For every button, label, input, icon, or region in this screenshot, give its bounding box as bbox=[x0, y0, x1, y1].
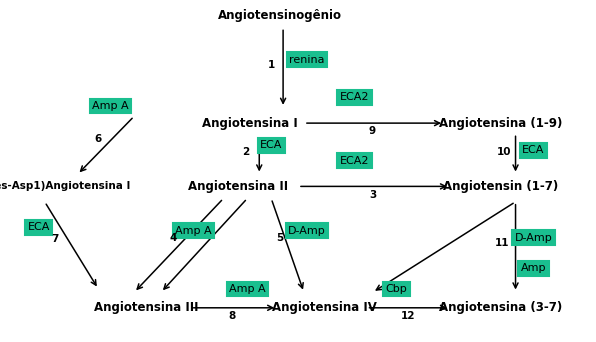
Text: Angiotensina (3-7): Angiotensina (3-7) bbox=[439, 301, 562, 314]
Text: ECA: ECA bbox=[27, 222, 50, 233]
Text: ECA: ECA bbox=[260, 140, 283, 150]
Text: Angiotensina I: Angiotensina I bbox=[203, 117, 298, 130]
Text: 7: 7 bbox=[52, 234, 59, 245]
Text: ECA2: ECA2 bbox=[340, 156, 370, 166]
Text: 2: 2 bbox=[243, 147, 250, 157]
Text: 3: 3 bbox=[369, 190, 376, 200]
Text: 8: 8 bbox=[229, 311, 236, 321]
Text: Angiotensina III: Angiotensina III bbox=[94, 301, 198, 314]
Text: 1: 1 bbox=[268, 60, 275, 70]
Text: Angiotensin (1-7): Angiotensin (1-7) bbox=[443, 180, 558, 193]
Text: Angiotensinogênio: Angiotensinogênio bbox=[218, 9, 342, 22]
Text: (des-Asp1)Angiotensina I: (des-Asp1)Angiotensina I bbox=[0, 181, 131, 192]
Text: 10: 10 bbox=[496, 147, 511, 157]
Text: 6: 6 bbox=[95, 133, 102, 144]
Text: Angiotensina (1-9): Angiotensina (1-9) bbox=[439, 117, 563, 130]
Text: D-Amp: D-Amp bbox=[288, 226, 326, 236]
Text: 4: 4 bbox=[169, 233, 176, 243]
Text: Amp A: Amp A bbox=[175, 226, 212, 236]
Text: Angiotensina II: Angiotensina II bbox=[188, 180, 288, 193]
Text: Amp: Amp bbox=[521, 263, 546, 274]
Text: ECA2: ECA2 bbox=[340, 92, 370, 103]
Text: Angiotensina IV: Angiotensina IV bbox=[272, 301, 377, 314]
Text: Cbp: Cbp bbox=[386, 284, 407, 294]
Text: 9: 9 bbox=[369, 126, 376, 136]
Text: Amp A: Amp A bbox=[92, 101, 129, 111]
Text: Amp A: Amp A bbox=[229, 284, 266, 294]
Text: renina: renina bbox=[289, 55, 325, 65]
Text: 12: 12 bbox=[401, 311, 415, 321]
Text: ECA: ECA bbox=[522, 145, 545, 156]
Text: 11: 11 bbox=[495, 238, 510, 248]
Text: 5: 5 bbox=[277, 233, 284, 243]
Text: D-Amp: D-Amp bbox=[514, 233, 552, 243]
